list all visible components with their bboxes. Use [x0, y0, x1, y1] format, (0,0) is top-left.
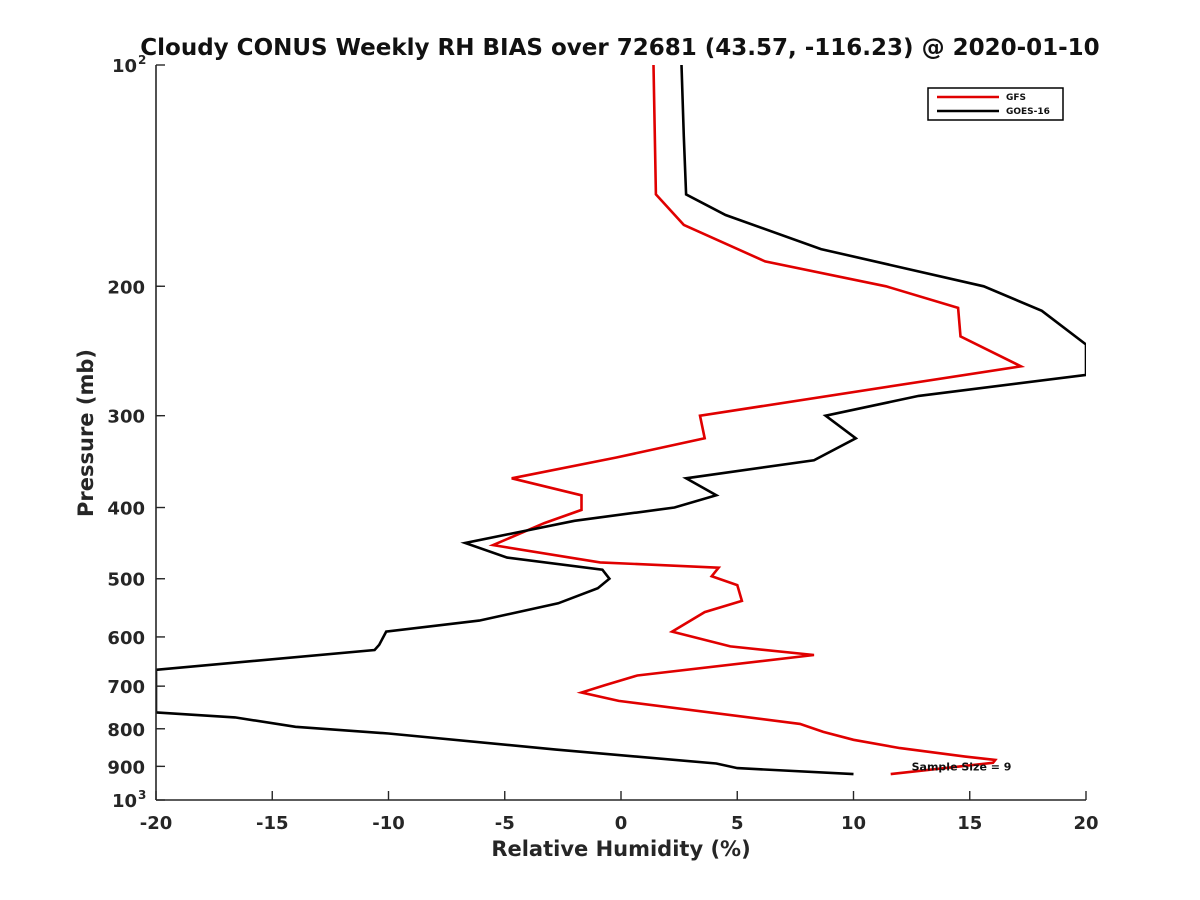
legend-label-goes16: GOES-16 [1006, 107, 1050, 117]
y-tick-label: 400 [107, 499, 145, 520]
y-tick-label: 10 [112, 791, 137, 812]
x-tick-label: 0 [615, 813, 628, 834]
x-tick-label: 5 [731, 813, 744, 834]
y-axis-label: Pressure (mb) [74, 349, 98, 517]
x-tick-label: -5 [495, 813, 515, 834]
legend: GFS GOES-16 [927, 87, 1064, 121]
y-tick-label: 900 [107, 757, 145, 778]
series-line-gfs [488, 64, 1026, 776]
chart-title: Cloudy CONUS Weekly RH BIAS over 72681 (… [140, 35, 1099, 61]
x-tick-label: 15 [957, 813, 982, 834]
annotations: Sample Size = 9 [912, 760, 1012, 773]
sample-size-annotation: Sample Size = 9 [912, 760, 1012, 773]
legend-box [927, 87, 1064, 121]
y-tick-label: 800 [107, 720, 145, 741]
y-tick-label: 600 [107, 628, 145, 649]
x-tick-label: -20 [140, 813, 173, 834]
series-line-goes-16 [156, 64, 1086, 776]
y-tick-label: 300 [107, 407, 145, 428]
x-tick-label: -10 [372, 813, 405, 834]
x-axis-label: Relative Humidity (%) [491, 837, 750, 861]
x-tick-label: 20 [1073, 813, 1098, 834]
x-tick-label: -15 [256, 813, 289, 834]
y-tick-exponent: 2 [138, 53, 146, 67]
y-tick-exponent: 3 [138, 788, 146, 802]
y-tick-label: 500 [107, 570, 145, 591]
x-tick-label: 10 [841, 813, 866, 834]
y-tick-label: 10 [112, 56, 137, 77]
x-axis-ticks: -20 -15 -10 -5 0 5 10 15 20 [140, 791, 1099, 834]
y-tick-label: 200 [107, 277, 145, 298]
y-tick-label: 700 [107, 677, 145, 698]
plot-lines [156, 64, 1086, 776]
legend-label-gfs: GFS [1006, 93, 1026, 103]
